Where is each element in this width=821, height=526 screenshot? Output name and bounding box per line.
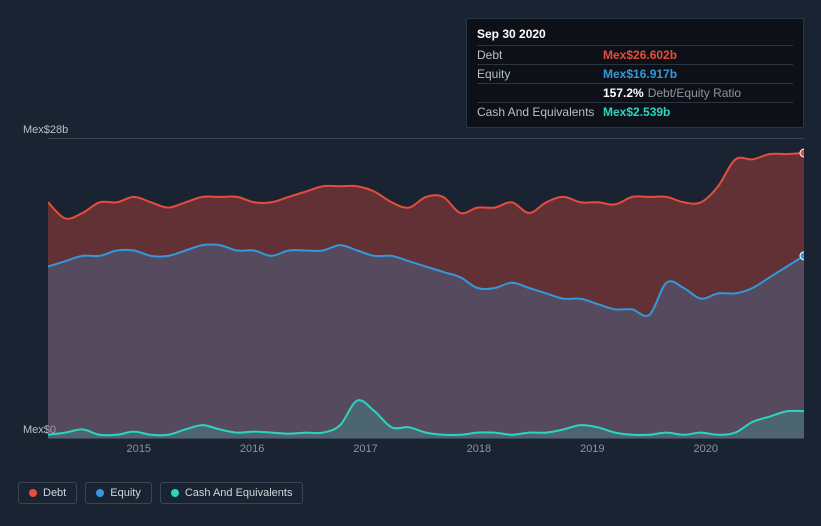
tooltip-row-cash: Cash And Equivalents Mex$2.539b bbox=[477, 102, 793, 121]
debt-equity-chart[interactable]: Mex$28b Mex$0 201520162017201820192020 bbox=[18, 118, 804, 468]
chart-tooltip: Sep 30 2020 Debt Mex$26.602b Equity Mex$… bbox=[466, 18, 804, 128]
chart-plot-area[interactable] bbox=[48, 138, 804, 438]
tooltip-label bbox=[477, 86, 603, 100]
y-axis-max-label: Mex$28b bbox=[23, 124, 68, 136]
tooltip-ratio: 157.2%Debt/Equity Ratio bbox=[603, 86, 741, 100]
tooltip-label: Equity bbox=[477, 67, 603, 81]
tooltip-date: Sep 30 2020 bbox=[477, 25, 793, 45]
legend-dot-icon bbox=[96, 489, 104, 497]
legend-label: Cash And Equivalents bbox=[185, 487, 293, 499]
tooltip-row-debt: Debt Mex$26.602b bbox=[477, 45, 793, 64]
x-axis-tick: 2017 bbox=[353, 443, 377, 455]
tooltip-label: Debt bbox=[477, 48, 603, 62]
tooltip-value: Mex$26.602b bbox=[603, 48, 677, 62]
x-axis-tick: 2015 bbox=[126, 443, 150, 455]
tooltip-row-ratio: 157.2%Debt/Equity Ratio bbox=[477, 83, 793, 102]
legend-item-debt[interactable]: Debt bbox=[18, 482, 77, 504]
legend-dot-icon bbox=[171, 489, 179, 497]
legend-item-equity[interactable]: Equity bbox=[85, 482, 152, 504]
tooltip-row-equity: Equity Mex$16.917b bbox=[477, 64, 793, 83]
x-axis-tick: 2020 bbox=[693, 443, 717, 455]
x-axis-tick: 2016 bbox=[240, 443, 264, 455]
tooltip-value: Mex$16.917b bbox=[603, 67, 677, 81]
gridline-bottom bbox=[48, 438, 804, 439]
legend-label: Debt bbox=[43, 487, 66, 499]
x-axis-tick: 2018 bbox=[467, 443, 491, 455]
tooltip-value: Mex$2.539b bbox=[603, 105, 670, 119]
tooltip-label: Cash And Equivalents bbox=[477, 105, 603, 119]
x-axis-tick: 2019 bbox=[580, 443, 604, 455]
chart-legend: Debt Equity Cash And Equivalents bbox=[18, 482, 303, 504]
x-axis: 2015 2016 2017 2018 2019 2020 bbox=[48, 443, 804, 463]
legend-label: Equity bbox=[110, 487, 141, 499]
legend-item-cash-and-equivalents[interactable]: Cash And Equivalents bbox=[160, 482, 304, 504]
legend-dot-icon bbox=[29, 489, 37, 497]
